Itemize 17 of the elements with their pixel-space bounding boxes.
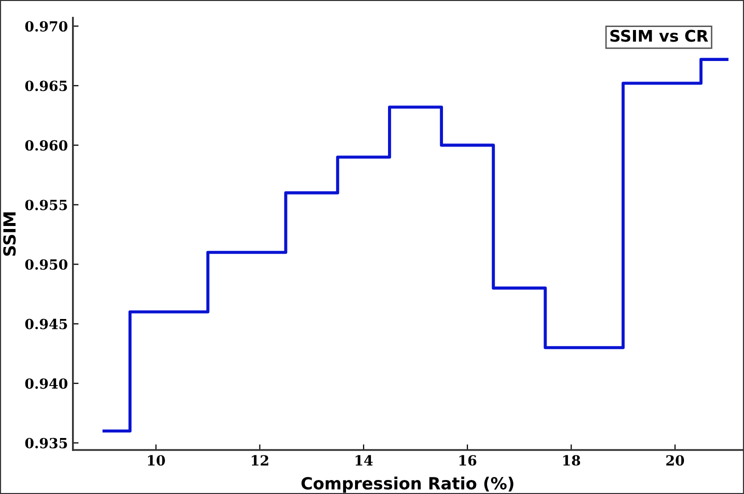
x-axis-title: Compression Ratio (%): [301, 476, 514, 493]
y-tick-label: 0.950: [25, 259, 68, 270]
text: SSIM vs CR: [610, 30, 708, 42]
y-tick-label: 0.970: [25, 21, 68, 32]
x-tick-label: 10: [148, 455, 165, 466]
x-tick-label: 20: [666, 455, 684, 466]
y-axis-title: SSIM: [3, 212, 16, 256]
y-tick-label: 0.965: [25, 80, 67, 92]
x-tick-label: 14: [356, 455, 373, 466]
x-tick-label: 12: [252, 455, 268, 466]
x-tick-label: 16: [459, 455, 476, 466]
x-tick-label: 18: [563, 455, 580, 466]
y-tick-label: 0.945: [25, 318, 67, 330]
y-tick-label: 0.935: [25, 438, 67, 448]
y-tick-label: 0.940: [25, 378, 68, 389]
y-tick-label: 0.955: [25, 200, 67, 210]
y-tick-label: 0.960: [25, 140, 68, 151]
